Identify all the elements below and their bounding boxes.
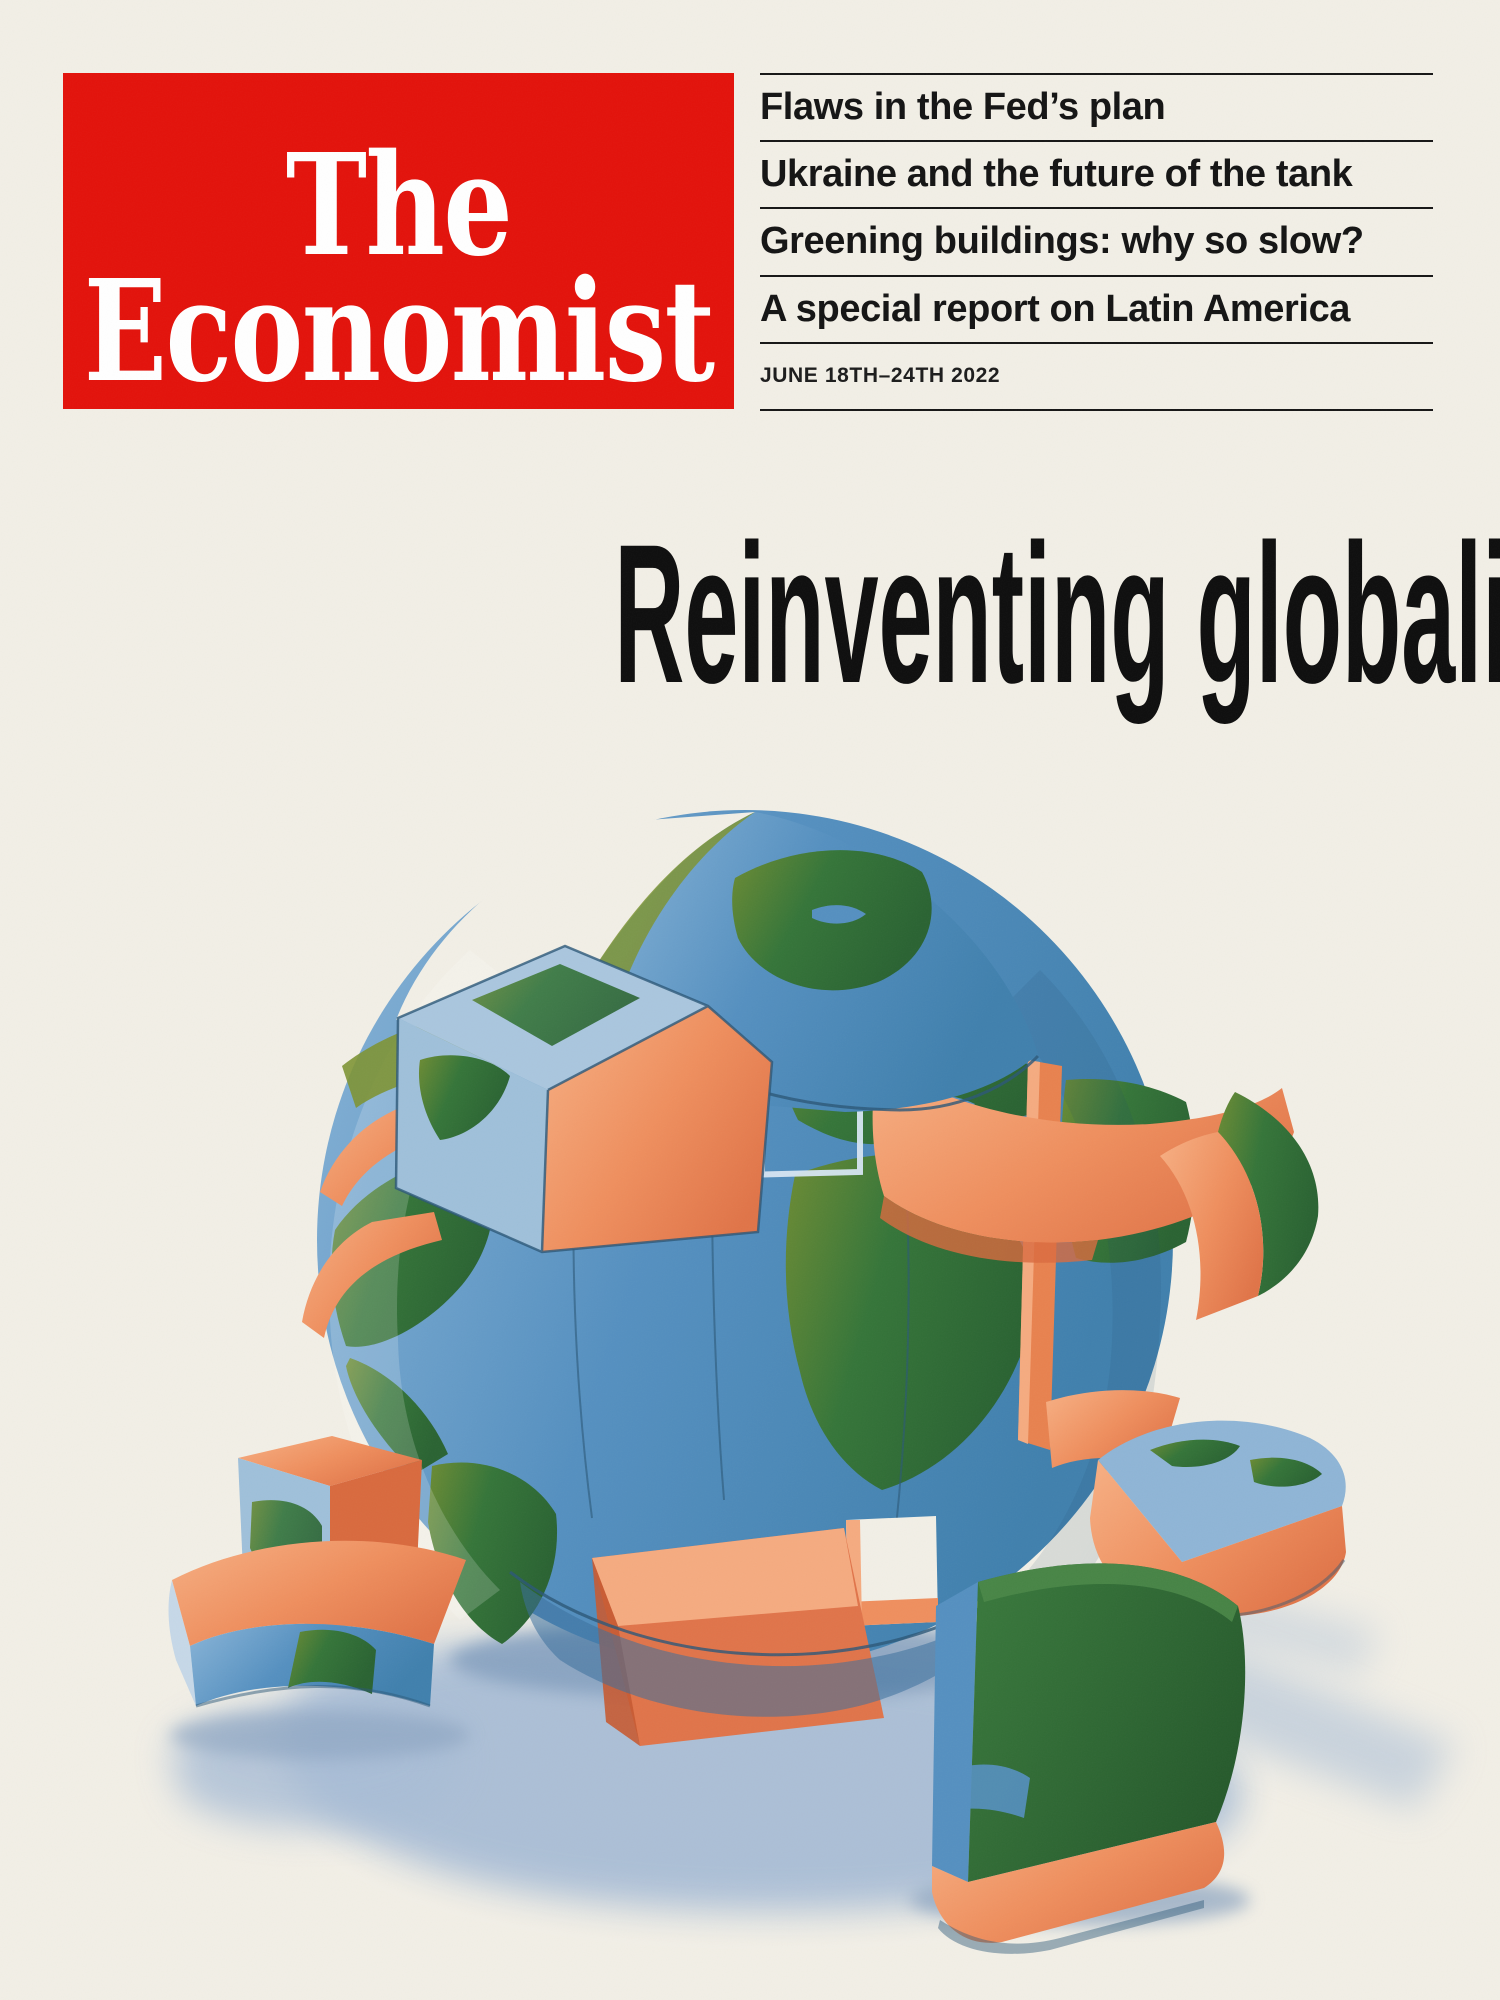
headline-label: Greening buildings: why so slow? — [760, 220, 1364, 263]
cover-title: Reinventing globalisation — [0, 515, 1500, 713]
headline-item: Greening buildings: why so slow? — [760, 207, 1433, 274]
issue-date: JUNE 18TH–24TH 2022 — [760, 341, 1433, 409]
economist-logo: The Economist — [63, 73, 734, 409]
headline-label: Ukraine and the future of the tank — [760, 153, 1353, 196]
headline-item: Flaws in the Fed’s plan — [760, 73, 1433, 140]
headline-label: A special report on Latin America — [760, 287, 1351, 330]
headline-item: A special report on Latin America — [760, 274, 1433, 342]
headline-list: Flaws in the Fed’s plan Ukraine and the … — [760, 73, 1433, 411]
left-wedge-piece — [168, 1540, 466, 1708]
cover-title-text: Reinventing globalisation — [614, 503, 1500, 724]
globe-illustration — [168, 810, 1455, 1954]
headline-item: Ukraine and the future of the tank — [760, 140, 1433, 207]
logo-line-economist: Economist — [83, 250, 715, 414]
headline-label: Flaws in the Fed’s plan — [760, 86, 1166, 129]
issue-date-label: JUNE 18TH–24TH 2022 — [760, 364, 1001, 388]
